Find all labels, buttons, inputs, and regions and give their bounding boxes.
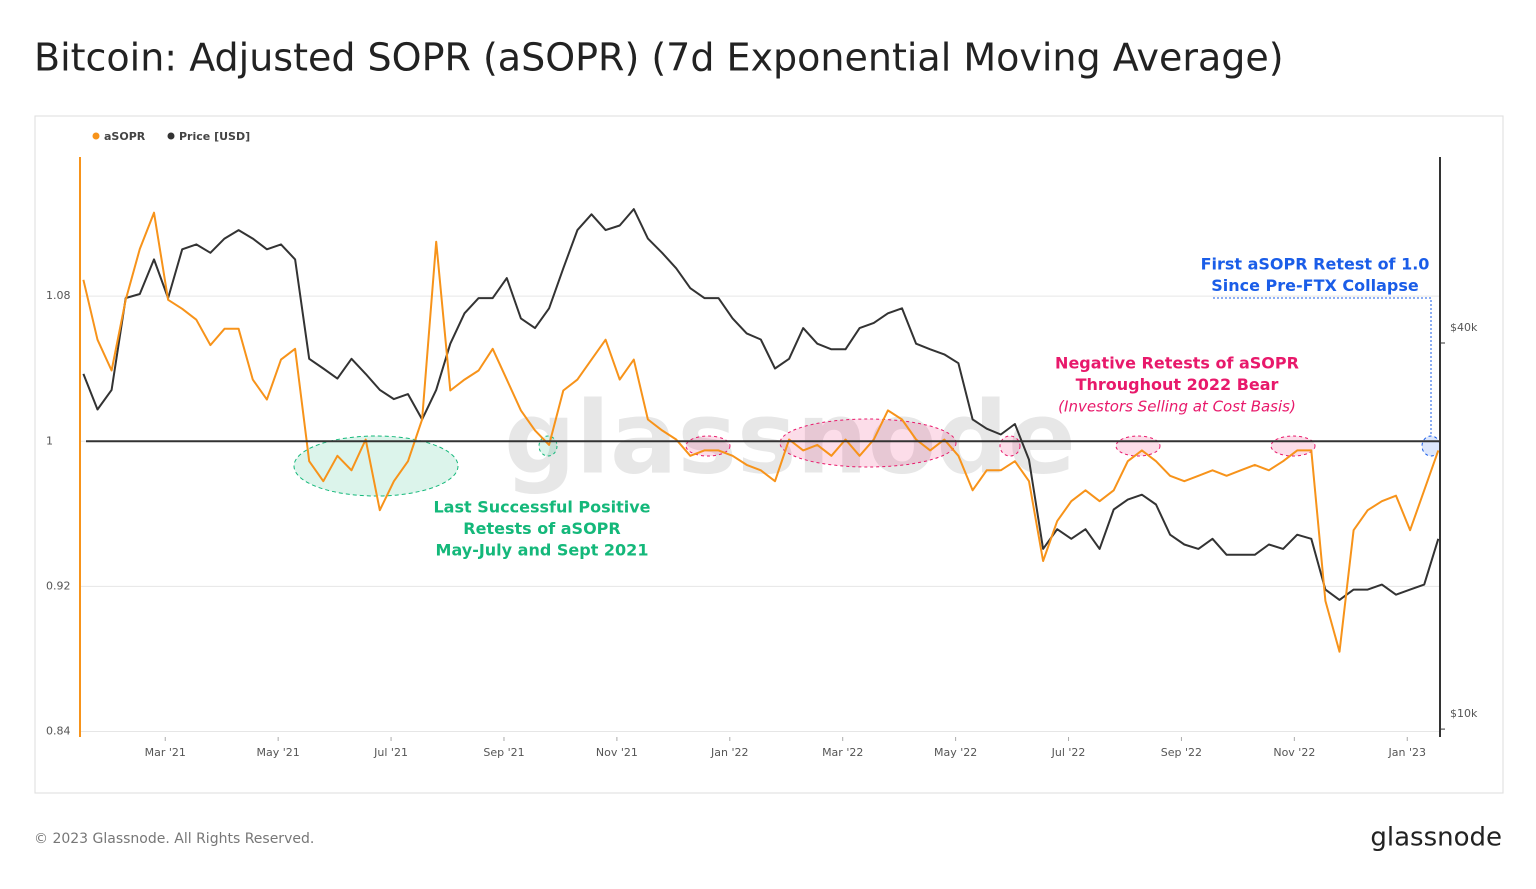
legend-label[interactable]: Price [USD] — [179, 130, 250, 143]
annotation: Negative Retests of aSOPR — [1055, 354, 1299, 373]
annotation: May-July and Sept 2021 — [436, 541, 649, 560]
x-tick-label: May '21 — [257, 746, 300, 759]
legend-swatch — [167, 132, 175, 140]
chart-title: Bitcoin: Adjusted SOPR (aSOPR) (7d Expon… — [34, 36, 1284, 80]
x-tick-label: Jan '22 — [710, 746, 748, 759]
y-tick-label: 0.84 — [46, 725, 71, 738]
annotation: Retests of aSOPR — [463, 519, 620, 538]
x-tick-label: Sep '22 — [1161, 746, 1202, 759]
annotation: Throughout 2022 Bear — [1076, 375, 1279, 394]
series-line — [82, 211, 1440, 653]
annotation-note: (Investors Selling at Cost Basis) — [1058, 398, 1296, 416]
x-tick-label: Mar '21 — [145, 746, 186, 759]
legend-swatch — [92, 132, 100, 140]
x-tick-label: Nov '22 — [1273, 746, 1315, 759]
x-tick-label: Nov '21 — [596, 746, 638, 759]
y-tick-label: 1.08 — [46, 289, 71, 302]
brand-logo: glassnode — [1370, 823, 1502, 853]
highlight — [779, 418, 957, 468]
x-tick-label: Sep '21 — [483, 746, 524, 759]
highlight — [999, 435, 1021, 457]
x-tick-label: Jul '21 — [373, 746, 408, 759]
x-tick-label: Jul '22 — [1051, 746, 1086, 759]
y2-tick-label: $10k — [1450, 707, 1478, 720]
series-line — [82, 208, 1440, 601]
annotation: Last Successful Positive — [433, 498, 650, 517]
footer: © 2023 Glassnode. All Rights Reserved. — [34, 831, 314, 847]
y2-tick-label: $40k — [1450, 321, 1478, 334]
annotation: Since Pre-FTX Collapse — [1211, 276, 1419, 295]
x-tick-label: Jan '23 — [1388, 746, 1426, 759]
highlight — [538, 435, 558, 457]
chart-frame — [34, 115, 1504, 794]
x-tick-label: Mar '22 — [822, 746, 863, 759]
y-tick-label: 0.92 — [46, 579, 71, 592]
pointer — [1213, 297, 1432, 436]
watermark: glassnode — [504, 379, 1076, 496]
y-tick-label: 1 — [46, 434, 53, 447]
annotation: First aSOPR Retest of 1.0 — [1201, 255, 1430, 274]
legend-label[interactable]: aSOPR — [104, 130, 146, 143]
x-tick-label: May '22 — [934, 746, 977, 759]
